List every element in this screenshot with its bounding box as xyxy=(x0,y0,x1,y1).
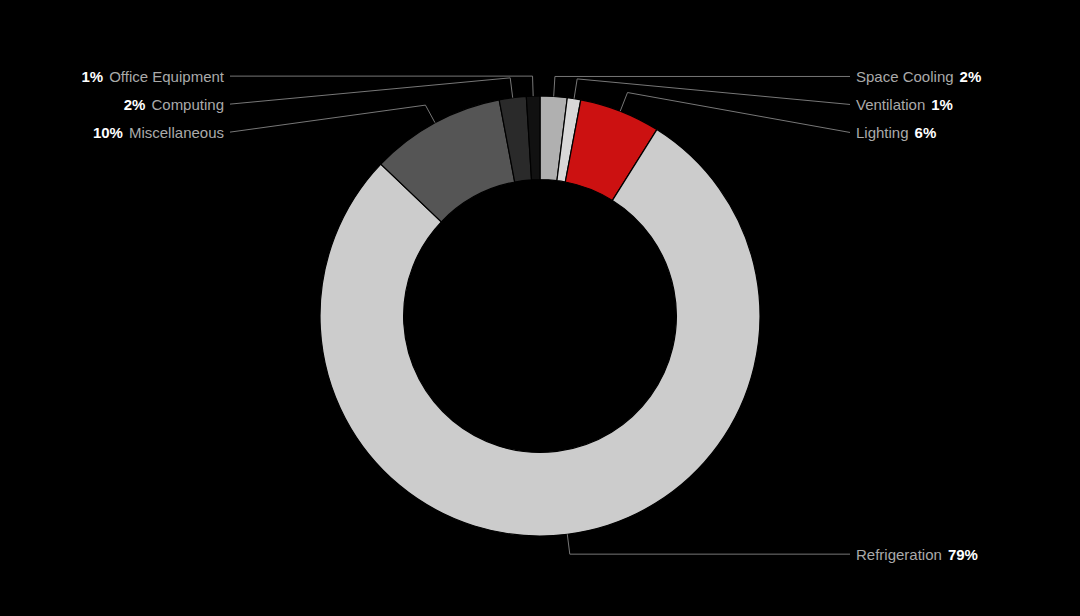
leader-line xyxy=(574,79,850,105)
leader-line xyxy=(230,76,533,96)
leader-line xyxy=(567,534,850,554)
leader-line xyxy=(230,105,435,132)
category-label: Refrigeration xyxy=(856,546,942,563)
data-label: 6% xyxy=(915,124,937,141)
category-label: Computing xyxy=(151,96,224,113)
wedge xyxy=(381,100,515,222)
data-label: 10% xyxy=(93,124,123,141)
annotations: Space Cooling 2% Ventilation 1% Lighting 6% Re… xyxy=(82,68,982,563)
category-label: Lighting xyxy=(856,124,909,141)
chart-root: Space Cooling 2% Ventilation 1% Lighting 6% Re… xyxy=(0,0,1080,616)
category-label: Space Cooling xyxy=(856,68,954,85)
data-label: 2% xyxy=(124,96,146,113)
leader-line xyxy=(230,78,513,104)
background xyxy=(0,0,1080,616)
wedge xyxy=(320,130,760,536)
leader-line xyxy=(620,93,850,133)
category-label: Ventilation xyxy=(856,96,925,113)
wedge xyxy=(526,96,540,180)
data-label: 2% xyxy=(960,68,982,85)
data-label: 79% xyxy=(948,546,978,563)
wedges xyxy=(320,96,760,536)
category-label: Miscellaneous xyxy=(129,124,224,141)
data-label: 1% xyxy=(82,68,104,85)
data-label: 1% xyxy=(931,96,953,113)
category-label: Office Equipment xyxy=(109,68,225,85)
leader-line xyxy=(554,76,850,96)
